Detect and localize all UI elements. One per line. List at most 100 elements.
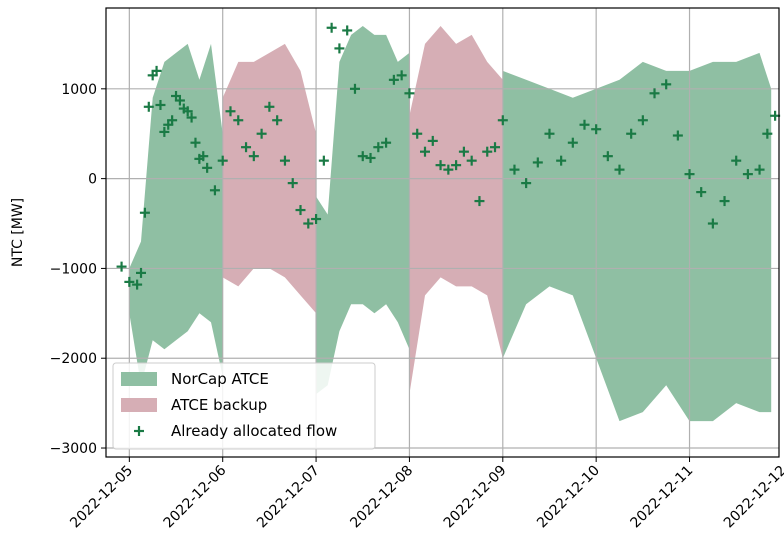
legend-entry: NorCap ATCE — [171, 370, 269, 388]
flow-point — [287, 178, 298, 189]
flow-point — [707, 218, 718, 229]
y-axis-label: NTC [MW] — [10, 198, 26, 267]
flow-point — [719, 196, 730, 207]
flow-point — [159, 126, 170, 137]
flow-point — [684, 169, 695, 180]
flow-point — [202, 162, 213, 173]
flow-point — [116, 261, 127, 272]
flow-point — [256, 128, 267, 139]
x-tick-label: 2022-12-06 — [161, 462, 230, 531]
atce-backup-band-2 — [409, 26, 503, 395]
scatter-layer — [116, 22, 781, 290]
flow-point — [579, 119, 590, 130]
flow-point — [381, 137, 392, 148]
flow-point — [190, 137, 201, 148]
legend-marker — [134, 426, 144, 436]
flow-point — [139, 207, 150, 218]
plot-border — [105, 7, 780, 458]
flow-point — [303, 218, 314, 229]
x-tick-label: 2022-12-11 — [627, 463, 696, 532]
flow-point — [490, 142, 501, 153]
flow-point — [167, 115, 178, 126]
flow-point — [443, 164, 454, 175]
legend-swatch — [121, 372, 157, 386]
flow-point — [404, 88, 415, 99]
flow-point — [334, 43, 345, 54]
flow-point — [672, 130, 683, 141]
legend: NorCap ATCE ATCE backup Already allocated … — [112, 362, 376, 450]
flow-point — [532, 157, 543, 168]
flow-point — [311, 214, 322, 225]
flow-point — [458, 146, 469, 157]
y-tick-label: −3000 — [50, 441, 97, 457]
legend-entry: Already allocated flow — [171, 422, 337, 440]
flow-point — [427, 135, 438, 146]
flow-point — [435, 160, 446, 171]
flow-point — [591, 124, 602, 135]
x-axis-ticks: 2022-12-05 2022-12-06 2022-12-07 2022-12-08… — [67, 457, 784, 531]
band-layer — [129, 26, 772, 422]
flow-point — [295, 205, 306, 216]
y-tick-label: 1000 — [61, 82, 97, 98]
flow-point — [556, 155, 567, 166]
flow-point — [318, 155, 329, 166]
x-tick-label: 2022-12-10 — [534, 463, 603, 532]
legend-entry: ATCE backup — [171, 396, 267, 414]
flow-point — [248, 151, 259, 162]
x-tick-label: 2022-12-05 — [67, 463, 136, 532]
flow-point — [349, 83, 360, 94]
flow-point — [182, 106, 193, 117]
flow-point — [637, 115, 648, 126]
flow-point — [186, 112, 197, 123]
flow-point — [124, 276, 135, 287]
flow-point — [649, 88, 660, 99]
flow-point — [521, 178, 532, 189]
flow-point — [614, 164, 625, 175]
flow-point — [626, 128, 637, 139]
y-tick-label: −1000 — [50, 261, 97, 277]
flow-point — [742, 169, 753, 180]
flow-point — [661, 79, 672, 90]
flow-point — [174, 95, 185, 106]
legend-box — [112, 362, 376, 450]
flow-point — [342, 25, 353, 36]
flow-point — [217, 155, 228, 166]
flow-point — [357, 151, 368, 162]
flow-point — [155, 99, 166, 110]
x-tick-label: 2022-12-09 — [441, 463, 510, 532]
flow-point — [143, 101, 154, 112]
flow-point — [279, 155, 290, 166]
flow-point — [198, 151, 209, 162]
flow-point — [696, 187, 707, 198]
flow-point — [412, 128, 423, 139]
norcap-atce-band-2 — [316, 26, 410, 395]
flow-point — [264, 101, 275, 112]
flow-point — [326, 22, 337, 33]
axes-frame — [105, 7, 780, 458]
flow-point — [388, 74, 399, 85]
flow-point — [209, 185, 220, 196]
flow-point — [136, 267, 147, 278]
flow-point — [132, 279, 143, 290]
flow-point — [373, 142, 384, 153]
y-axis-ticks: 1000 0 −1000 −2000 −3000 — [50, 82, 106, 457]
flow-point — [241, 142, 252, 153]
norcap-atce-band-3 — [502, 52, 772, 422]
flow-point — [451, 160, 462, 171]
flow-point — [509, 164, 520, 175]
flow-point — [754, 164, 765, 175]
flow-point — [544, 128, 555, 139]
flow-point — [482, 146, 493, 157]
flow-point — [272, 115, 283, 126]
norcap-atce-band-1 — [129, 43, 223, 386]
x-tick-label: 2022-12-12 — [721, 463, 784, 532]
flow-point — [225, 106, 236, 117]
flow-point — [365, 152, 376, 163]
flow-point — [396, 70, 407, 81]
legend-swatch — [121, 398, 157, 412]
y-tick-label: 0 — [88, 172, 97, 188]
x-tick-label: 2022-12-07 — [254, 463, 323, 532]
flow-point — [474, 196, 485, 207]
flow-point — [233, 115, 244, 126]
